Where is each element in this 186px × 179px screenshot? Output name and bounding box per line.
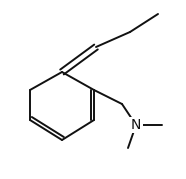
Text: N: N (131, 118, 141, 132)
